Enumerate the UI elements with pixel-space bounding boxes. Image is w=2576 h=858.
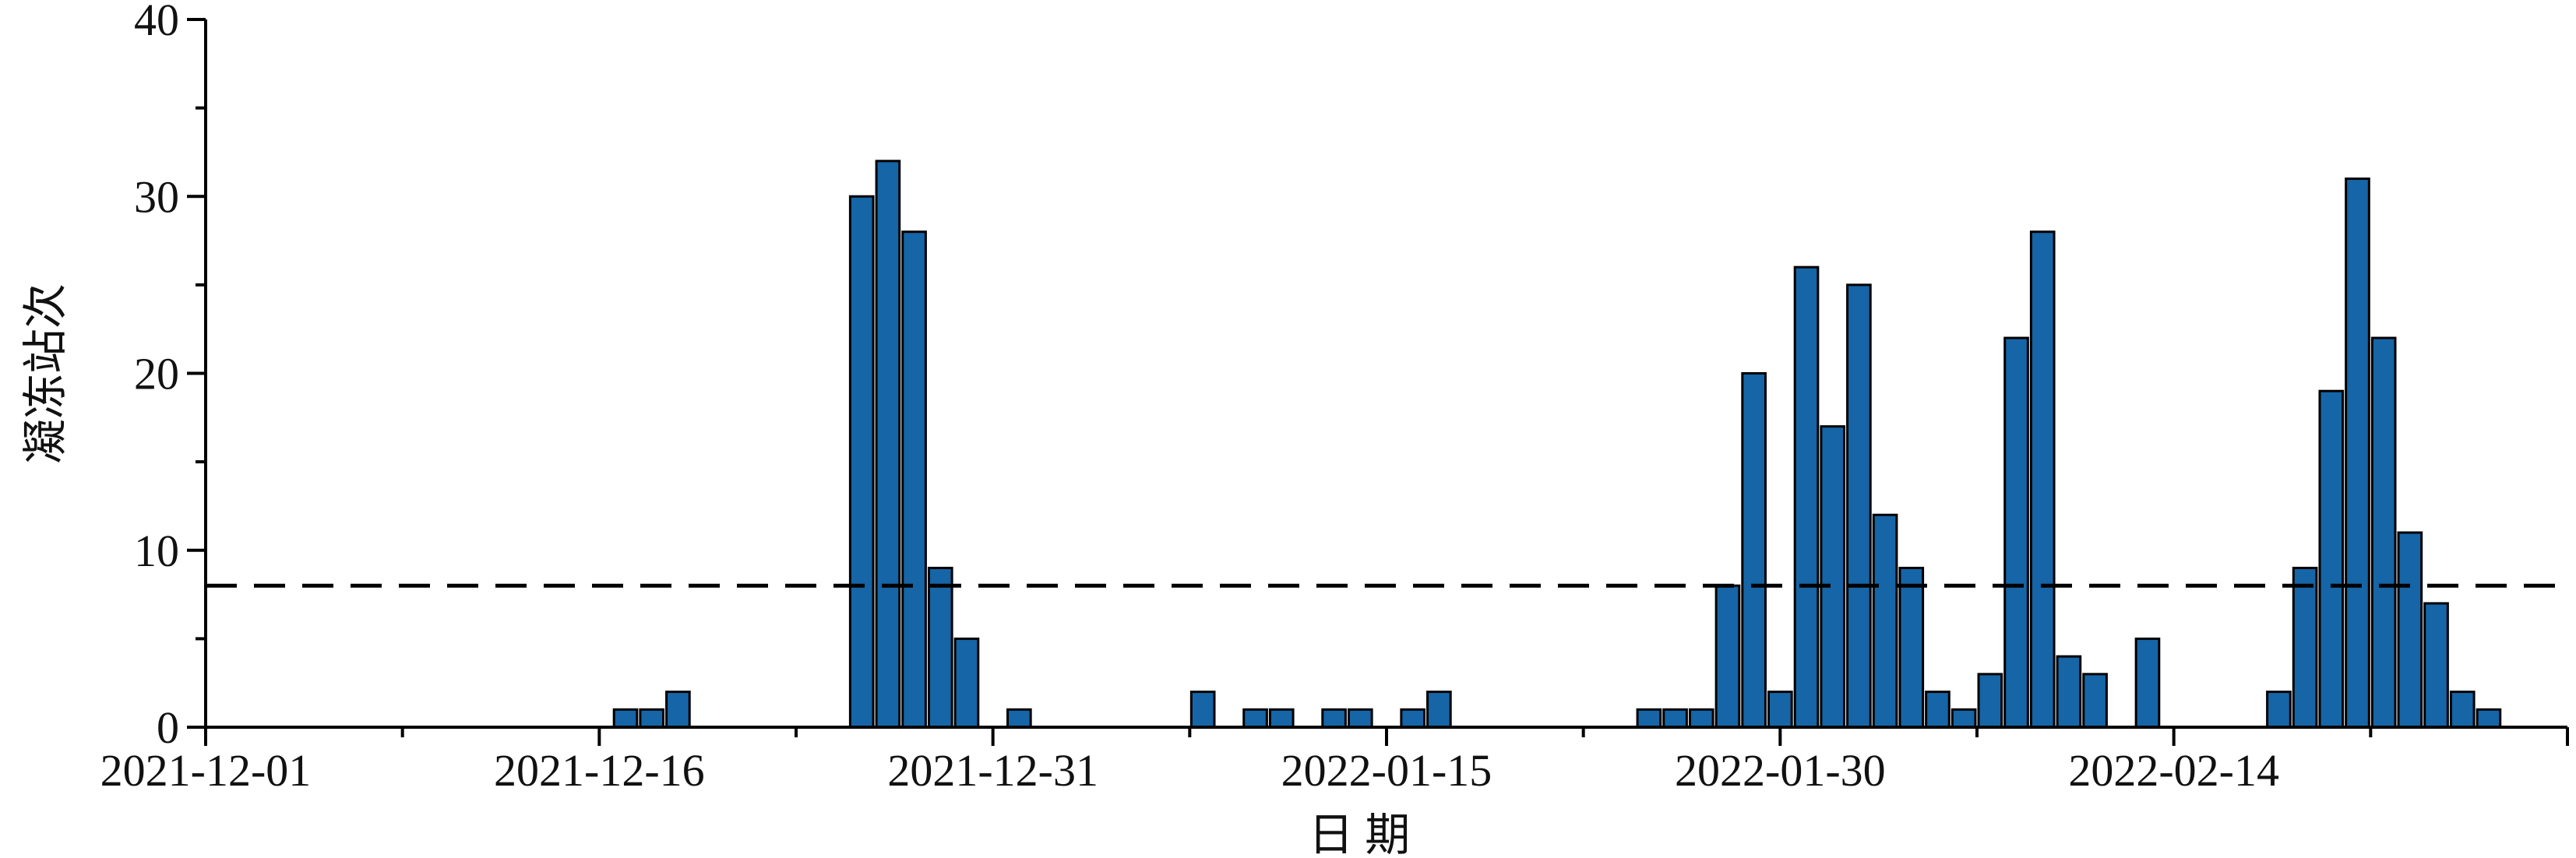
y-tick-label: 10 (134, 526, 179, 576)
x-tick-label: 2021-12-31 (887, 745, 1098, 796)
y-tick-label: 40 (134, 0, 179, 45)
x-tick-label: 2021-12-01 (100, 745, 312, 796)
bar (1872, 513, 1898, 729)
y-tick-label: 20 (134, 349, 179, 399)
bar (1426, 691, 1452, 729)
bar (2449, 691, 2476, 729)
bar (2003, 336, 2029, 729)
x-tick-label: 2021-12-16 (494, 745, 705, 796)
bar (2370, 336, 2397, 729)
bar (1951, 708, 1977, 729)
bar (1242, 708, 1268, 729)
bar (953, 637, 980, 729)
bar (1925, 691, 1951, 729)
bar (1347, 708, 1373, 729)
bar (2082, 673, 2108, 729)
bar (1793, 265, 1820, 729)
bar (2134, 637, 2161, 729)
bar (875, 160, 901, 729)
bar (1820, 425, 1846, 729)
bar (1321, 708, 1347, 729)
bar (901, 230, 927, 729)
bar (612, 708, 639, 729)
bar (2345, 178, 2370, 729)
bar (2397, 531, 2423, 729)
bar (1189, 691, 1216, 729)
bar (2056, 655, 2082, 729)
bar (2423, 602, 2449, 729)
bar (1846, 283, 1872, 729)
bar (639, 708, 665, 729)
bar (2029, 230, 2056, 729)
y-tick-label: 0 (157, 702, 179, 753)
bar (848, 195, 875, 729)
bar (1977, 673, 2003, 729)
x-tick-label: 2022-01-30 (1675, 745, 1886, 796)
bar (1767, 691, 1793, 729)
bar (1741, 372, 1767, 729)
bar (1636, 708, 1662, 729)
bar (2266, 691, 2292, 729)
bar (2318, 389, 2345, 729)
bar (1400, 708, 1426, 729)
bar (1898, 566, 1925, 729)
bar (2476, 708, 2502, 729)
bar (2292, 566, 2318, 729)
x-axis-label: 日 期 (1309, 810, 1411, 858)
y-tick-label: 30 (134, 171, 179, 222)
bar (927, 566, 953, 729)
bar (1268, 708, 1295, 729)
y-axis-label: 凝冻站次 (20, 283, 71, 464)
x-tick-label: 2022-02-14 (2068, 745, 2279, 796)
bar (1688, 708, 1714, 729)
x-tick-label: 2022-01-15 (1281, 745, 1492, 796)
bar (1662, 708, 1688, 729)
bar (1006, 708, 1032, 729)
bar (1714, 584, 1741, 729)
bar (665, 691, 691, 729)
